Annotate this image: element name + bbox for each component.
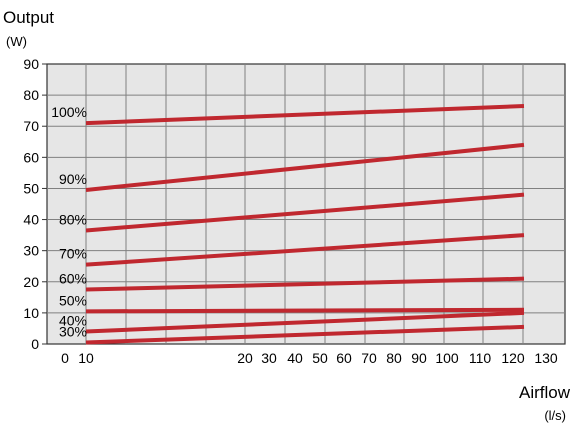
series-label-100pct: 100% bbox=[51, 104, 87, 120]
x-tick-label: 90 bbox=[411, 350, 427, 366]
series-label-50pct: 50% bbox=[59, 292, 87, 308]
x-tick-label: 10 bbox=[78, 350, 94, 366]
series-line-30pct bbox=[85, 324, 525, 345]
series-label-70pct: 70% bbox=[59, 246, 87, 262]
y-tick-label: 80 bbox=[23, 87, 39, 103]
x-tick-label: 0 bbox=[61, 350, 69, 366]
x-tick-label: 70 bbox=[361, 350, 377, 366]
y-tick-label: 60 bbox=[23, 149, 39, 165]
y-tick-label: 50 bbox=[23, 180, 39, 196]
y-axis-ticks: 0 10 20 30 40 50 60 70 80 90 bbox=[23, 56, 47, 352]
x-tick-label: 80 bbox=[386, 350, 402, 366]
series-label-80pct: 80% bbox=[59, 211, 87, 227]
series-line-40pct bbox=[85, 310, 525, 334]
x-tick-label: 40 bbox=[287, 350, 303, 366]
y-tick-label: 30 bbox=[23, 243, 39, 259]
x-tick-label: 50 bbox=[312, 350, 328, 366]
x-tick-label: 130 bbox=[534, 350, 558, 366]
series-line-70pct bbox=[85, 233, 525, 267]
y-axis-unit: (W) bbox=[6, 34, 27, 49]
series-line-60pct bbox=[85, 276, 525, 292]
x-tick-label: 30 bbox=[261, 350, 277, 366]
series-line-100pct bbox=[85, 104, 525, 126]
series-label-40pct: 40% bbox=[59, 313, 87, 329]
x-tick-label: 20 bbox=[237, 350, 253, 366]
x-axis-ticks: 0 10 20 30 40 50 60 70 80 90 100 110 120 130 bbox=[61, 350, 558, 366]
y-tick-label: 40 bbox=[23, 212, 39, 228]
x-axis-unit: (l/s) bbox=[544, 408, 566, 423]
y-tick-label: 20 bbox=[23, 274, 39, 290]
series-label-90pct: 90% bbox=[59, 171, 87, 187]
plot-area bbox=[46, 63, 566, 345]
x-tick-label: 60 bbox=[336, 350, 352, 366]
series-line-80pct bbox=[85, 192, 525, 233]
x-axis-label: Airflow bbox=[519, 383, 571, 402]
series-label-60pct: 60% bbox=[59, 271, 87, 287]
y-tick-label: 10 bbox=[23, 305, 39, 321]
y-tick-label: 0 bbox=[31, 336, 39, 352]
x-tick-label: 110 bbox=[469, 350, 492, 366]
x-tick-label: 120 bbox=[501, 350, 525, 366]
y-tick-label: 90 bbox=[23, 56, 39, 72]
series-label-30pct: 30% bbox=[59, 323, 87, 339]
series-line-90pct bbox=[85, 142, 525, 192]
series-line-50pct bbox=[85, 307, 525, 314]
series-group bbox=[85, 104, 525, 345]
chart-title: Output bbox=[3, 8, 54, 27]
y-tick-label: 70 bbox=[23, 118, 39, 134]
x-tick-label: 100 bbox=[435, 350, 459, 366]
series-labels: 100% 90% 80% 70% 60% 50% 40%30% bbox=[51, 104, 87, 339]
